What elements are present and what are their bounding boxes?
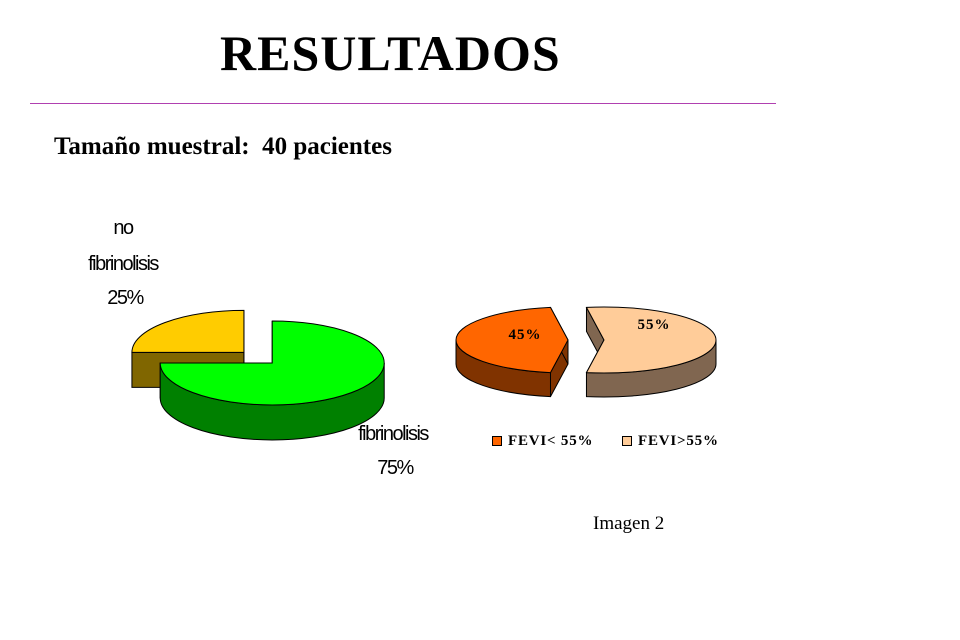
chart1-slice-label-line: fibrinolisis xyxy=(88,253,159,275)
chart1-pie xyxy=(131,309,385,441)
chart2-slice-percent-label: 45% xyxy=(509,327,542,343)
chart1-slice-top xyxy=(159,320,385,406)
image-caption: Imagen 2 xyxy=(593,513,665,534)
legend-swatch xyxy=(492,436,502,446)
legend-swatch xyxy=(622,436,632,446)
chart1-slice-percent-label: 25% xyxy=(107,287,144,309)
chart2-slice-top xyxy=(585,306,717,374)
slide-title: RESULTADOS xyxy=(220,25,561,81)
chart1-slice-percent-label: 75% xyxy=(377,457,414,479)
chart1-slice-top xyxy=(131,309,245,353)
chart1-slice-label-fibrinolisis: fibrinolisis xyxy=(358,423,429,445)
legend-label: FEVI< 55% xyxy=(508,433,594,449)
legend-label: FEVI>55% xyxy=(638,433,719,449)
chart2-pie: 45% 55% xyxy=(455,306,717,398)
chart1-slice-label-no-fibrinolisis: no fibrinolisis xyxy=(70,218,176,274)
chart2-slice-top xyxy=(455,306,569,374)
chart1-slice-label-line: no xyxy=(113,217,134,239)
chart2-slice-percent-label: 55% xyxy=(638,317,671,333)
title-divider xyxy=(30,103,776,104)
sample-size-text: Tamaño muestral: 40 pacientes xyxy=(54,133,392,160)
